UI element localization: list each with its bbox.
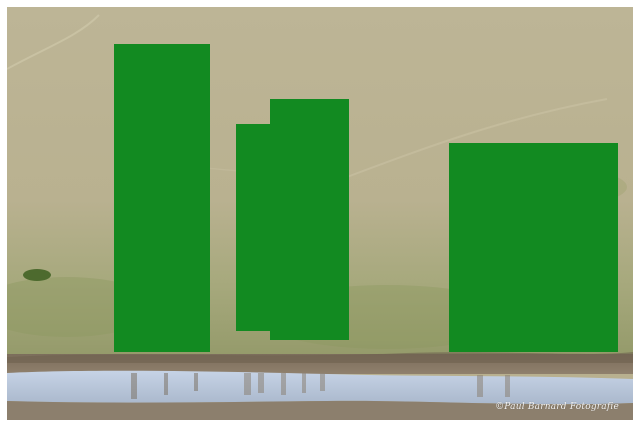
occluder-block bbox=[114, 44, 210, 352]
field-track bbox=[7, 14, 100, 70]
foreground-dirt bbox=[7, 400, 633, 420]
occluder-block bbox=[270, 99, 349, 340]
reflections bbox=[131, 373, 510, 399]
shrub bbox=[23, 269, 51, 281]
landscape-scene bbox=[7, 7, 633, 420]
photograph: ©Paul Barnard Fotografie bbox=[7, 7, 633, 420]
photographer-watermark: ©Paul Barnard Fotografie bbox=[495, 402, 619, 412]
occluder-block bbox=[449, 143, 618, 352]
occluder-block bbox=[236, 124, 274, 331]
field-track bbox=[346, 98, 608, 178]
bank-edge bbox=[7, 352, 633, 363]
